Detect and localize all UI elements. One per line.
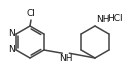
Text: N: N bbox=[8, 46, 15, 55]
Text: N: N bbox=[8, 29, 15, 38]
Text: NH: NH bbox=[59, 54, 73, 63]
Text: NH: NH bbox=[96, 15, 110, 24]
Text: HCl: HCl bbox=[107, 14, 123, 23]
Text: Cl: Cl bbox=[27, 9, 35, 18]
